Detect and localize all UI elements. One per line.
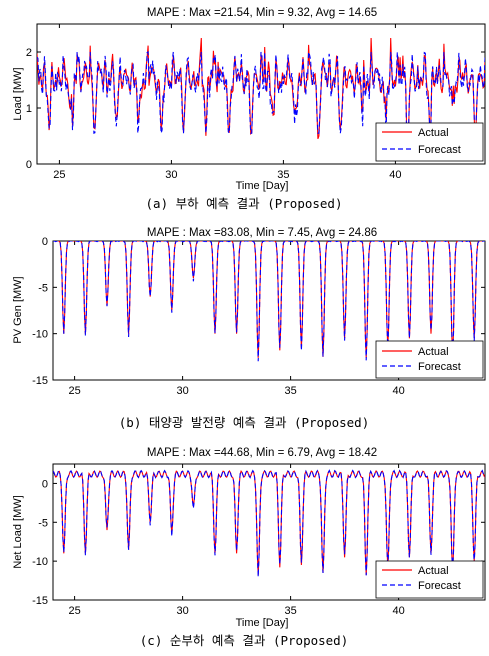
netload-y-axis-label: Net Load [MW] <box>12 495 24 568</box>
load-y-tick-label: 1 <box>26 103 32 115</box>
load-axis-ticks: 25 30 35 40 0 1 2 <box>26 24 485 181</box>
netload-x-tick-label: 25 <box>68 605 80 617</box>
load-legend-forecast-label: Forecast <box>418 144 461 156</box>
load-y-tick-label: 2 <box>26 47 32 59</box>
pv-x-tick-label: 40 <box>392 385 404 397</box>
pv-x-tick-label: 35 <box>284 385 296 397</box>
pv-x-tick-label: 25 <box>68 385 80 397</box>
netload-x-tick-label: 35 <box>284 605 296 617</box>
load-x-tick-label: 35 <box>277 169 289 181</box>
netload-chart-title: MAPE : Max =44.68, Min = 6.79, Avg = 18.… <box>147 447 377 459</box>
netload-y-tick-label: 0 <box>42 478 48 490</box>
pv-forecast-panel: MAPE : Max =83.08, Min = 7.45, Avg = 24.… <box>12 227 486 430</box>
load-forecast-panel: MAPE : Max =21.54, Min = 9.32, Avg = 14.… <box>12 7 486 211</box>
load-caption: (a) 부하 예측 결과 (Proposed) <box>146 196 343 211</box>
netload-series-lines <box>53 469 485 577</box>
pv-axis-ticks: 25 30 35 40 -15 -10 -5 0 <box>32 236 485 397</box>
netload-plot-area <box>52 463 486 601</box>
load-x-tick-label: 25 <box>53 169 65 181</box>
load-x-tick-label: 40 <box>389 169 401 181</box>
pv-legend-box <box>375 340 484 379</box>
netload-forecast-line <box>53 469 485 577</box>
load-y-axis-label: Load [MW] <box>12 67 24 120</box>
netload-x-axis-label: Time [Day] <box>236 617 289 629</box>
netload-x-tick-label: 30 <box>176 605 188 617</box>
netload-y-tick-label: -15 <box>32 595 48 607</box>
pv-legend: Actual Forecast <box>375 340 484 379</box>
netload-caption: (c) 순부하 예측 결과 (Proposed) <box>140 633 348 648</box>
load-legend-box <box>375 122 484 162</box>
pv-forecast-line <box>53 241 485 362</box>
load-series-lines <box>37 37 485 139</box>
pv-y-axis-label: PV Gen [MW] <box>12 276 24 343</box>
pv-y-tick-label: -15 <box>32 375 48 387</box>
load-x-axis-label: Time [Day] <box>236 180 289 192</box>
load-chart-title: MAPE : Max =21.54, Min = 9.32, Avg = 14.… <box>147 7 377 19</box>
load-y-tick-label: 0 <box>26 159 32 171</box>
netload-forecast-panel: MAPE : Max =44.68, Min = 6.79, Avg = 18.… <box>12 447 486 648</box>
load-x-tick-label: 30 <box>165 169 177 181</box>
netload-legend-forecast-label: Forecast <box>418 580 461 592</box>
netload-y-tick-label: -5 <box>38 517 48 529</box>
pv-y-tick-label: 0 <box>42 236 48 248</box>
load-legend-actual-label: Actual <box>418 127 449 139</box>
pv-chart-title: MAPE : Max =83.08, Min = 7.45, Avg = 24.… <box>147 227 377 239</box>
pv-series-lines <box>53 241 485 362</box>
netload-y-tick-label: -10 <box>32 556 48 568</box>
load-legend: Actual Forecast <box>375 122 484 162</box>
pv-legend-actual-label: Actual <box>418 346 449 358</box>
netload-legend-actual-label: Actual <box>418 565 449 577</box>
pv-x-tick-label: 30 <box>176 385 188 397</box>
load-forecast-line <box>37 51 485 135</box>
netload-axis-ticks: 25 30 35 40 -15 -10 -5 0 <box>32 464 485 617</box>
netload-legend: Actual Forecast <box>375 560 484 599</box>
netload-x-tick-label: 40 <box>392 605 404 617</box>
pv-y-tick-label: -10 <box>32 329 48 341</box>
pv-legend-forecast-label: Forecast <box>418 361 461 373</box>
pv-y-tick-label: -5 <box>38 282 48 294</box>
pv-caption: (b) 태양광 발전량 예측 결과 (Proposed) <box>119 415 369 430</box>
netload-legend-box <box>375 560 484 599</box>
